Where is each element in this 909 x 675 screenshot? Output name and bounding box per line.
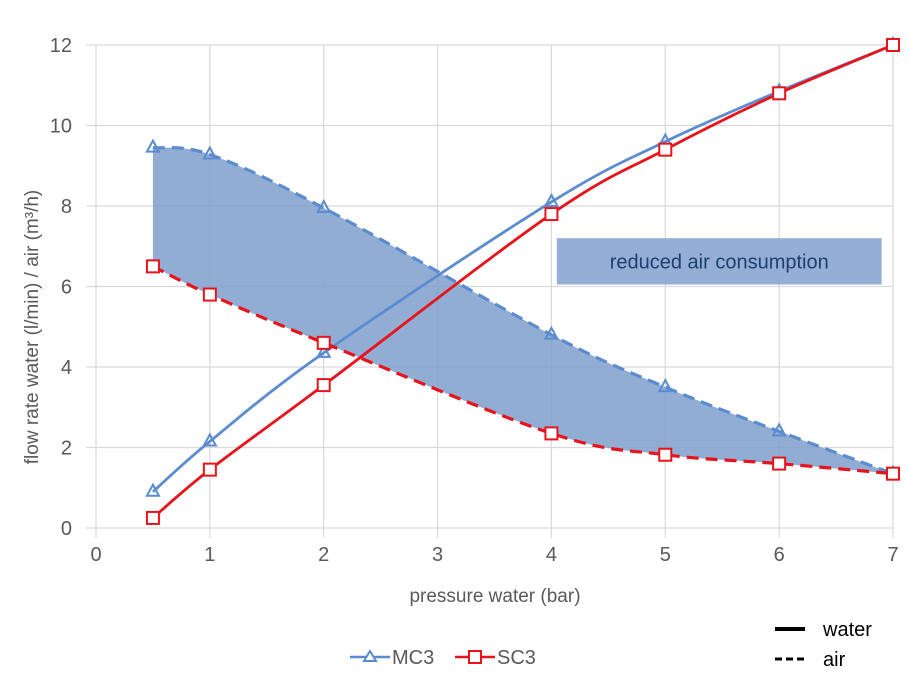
data-point-square bbox=[772, 456, 787, 471]
y-axis-title: flow rate water (l/min) / air (m³/h) bbox=[22, 190, 43, 464]
annotation-box bbox=[556, 238, 882, 285]
data-point-square bbox=[544, 426, 559, 441]
y-tick-label: 0 bbox=[61, 518, 72, 540]
y-tick-label: 2 bbox=[61, 438, 72, 460]
x-tick-labels: 0 1 2 3 4 5 6 7 bbox=[90, 544, 898, 566]
legend-mc3-triangle-icon bbox=[362, 649, 378, 662]
data-point-triangle bbox=[316, 343, 332, 358]
y-tick-label: 8 bbox=[61, 196, 72, 218]
legend-mc3-label: MC3 bbox=[392, 647, 434, 669]
style-legend-water: water bbox=[822, 619, 872, 641]
x-tick-label: 4 bbox=[546, 544, 557, 566]
x-tick-label: 3 bbox=[432, 544, 443, 566]
legend-sc3-square-icon bbox=[468, 650, 482, 664]
x-tick-label: 5 bbox=[660, 544, 671, 566]
x-tick-label: 1 bbox=[204, 544, 215, 566]
data-point-triangle bbox=[771, 422, 787, 437]
style-legend-air: air bbox=[823, 649, 846, 671]
data-point-square bbox=[145, 510, 160, 525]
data-point-square bbox=[544, 207, 559, 222]
annotation-text: reduced air consumption bbox=[610, 251, 829, 273]
y-tick-label: 12 bbox=[50, 35, 72, 57]
style-legend: water air bbox=[775, 619, 872, 671]
data-point-square bbox=[202, 462, 217, 477]
data-point-square bbox=[772, 86, 787, 101]
x-tick-label: 2 bbox=[318, 544, 329, 566]
data-point-square bbox=[658, 142, 673, 157]
x-tick-label: 6 bbox=[774, 544, 785, 566]
y-tick-label: 10 bbox=[50, 116, 72, 138]
y-tick-label: 6 bbox=[61, 277, 72, 299]
x-axis-title: pressure water (bar) bbox=[409, 586, 580, 607]
data-point-square bbox=[886, 466, 900, 481]
data-point-triangle bbox=[145, 482, 161, 497]
y-tick-labels: 0 2 4 6 8 10 12 bbox=[50, 35, 72, 540]
shaded-region bbox=[152, 147, 893, 474]
x-tick-label: 0 bbox=[90, 544, 101, 566]
data-point-square bbox=[658, 447, 673, 462]
data-point-triangle bbox=[543, 192, 560, 207]
series-markers bbox=[145, 35, 901, 525]
annotation: reduced air consumption bbox=[556, 238, 882, 285]
data-point-square bbox=[202, 287, 217, 302]
data-point-triangle bbox=[145, 138, 161, 153]
legend-item-mc3[interactable]: MC3 bbox=[350, 647, 434, 669]
legend-sc3-label: SC3 bbox=[497, 647, 536, 669]
data-point-triangle bbox=[657, 378, 673, 393]
data-point-triangle bbox=[202, 432, 218, 447]
shaded-area bbox=[152, 147, 893, 474]
legend: MC3 SC3 bbox=[350, 647, 536, 669]
series-line-mc3-air bbox=[152, 146, 894, 476]
y-tick-label: 4 bbox=[61, 357, 72, 379]
x-tick-label: 7 bbox=[887, 544, 898, 566]
data-point-square bbox=[145, 259, 160, 274]
data-point-square bbox=[886, 38, 900, 52]
data-point-triangle bbox=[202, 145, 218, 160]
data-point-triangle bbox=[316, 198, 332, 214]
data-point-triangle bbox=[543, 325, 560, 340]
data-point-square bbox=[316, 378, 331, 393]
data-point-square bbox=[316, 335, 331, 350]
legend-item-sc3[interactable]: SC3 bbox=[455, 647, 536, 669]
